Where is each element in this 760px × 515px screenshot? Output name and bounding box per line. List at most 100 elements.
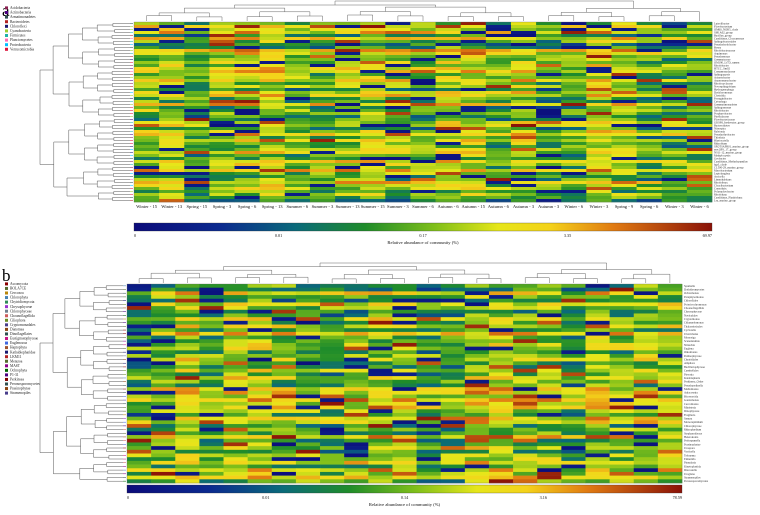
heatmap-cell — [309, 112, 336, 116]
heatmap-cell — [561, 148, 587, 152]
heatmap-cell — [199, 409, 224, 414]
heatmap-cell — [561, 133, 587, 137]
heatmap-cell — [284, 124, 311, 128]
heatmap-cell — [309, 151, 336, 155]
heatmap-cell — [636, 124, 663, 128]
heatmap-cell — [344, 438, 369, 443]
heatmap-cell — [271, 416, 297, 421]
heatmap-cell — [460, 145, 487, 149]
heatmap-cell — [611, 127, 637, 131]
heatmap-cell — [127, 431, 152, 436]
heatmap-cell — [536, 31, 562, 35]
heatmap-cell — [633, 339, 659, 344]
heatmap-cell — [151, 479, 176, 484]
heatmap-cell — [360, 94, 386, 98]
heatmap-cell — [633, 379, 659, 384]
heatmap-cell — [199, 449, 224, 454]
heatmap-cell — [209, 103, 235, 107]
heatmap-cell — [636, 91, 663, 95]
heatmap-cell — [175, 479, 200, 484]
heatmap-cell — [510, 199, 537, 203]
dendrogram-branch — [79, 468, 108, 480]
heatmap-cell — [159, 190, 185, 194]
heatmap-cell — [385, 100, 411, 104]
heatmap-cell — [661, 184, 688, 188]
heatmap-cell — [440, 317, 466, 322]
heatmap-cell — [247, 368, 273, 373]
heatmap-cell — [485, 112, 512, 116]
row-label: Comamonadaceae — [714, 70, 736, 74]
heatmap-cell — [435, 91, 461, 95]
heatmap-cell — [385, 79, 411, 83]
heatmap-cell — [344, 361, 369, 366]
heatmap-cell — [234, 193, 260, 197]
row-label: Bacillus_group — [714, 34, 732, 38]
heatmap-cell — [636, 175, 663, 179]
column-label: Summer - 15 — [361, 204, 386, 209]
heatmap-cell — [385, 34, 411, 38]
heatmap-cell — [536, 73, 562, 77]
heatmap-cell — [440, 306, 466, 311]
heatmap-cell — [344, 376, 369, 381]
dendrogram-branch — [108, 455, 123, 460]
heatmap-cell — [209, 124, 235, 128]
heatmap-cell — [561, 145, 587, 149]
heatmap-cell — [127, 420, 152, 425]
heatmap-cell — [561, 320, 586, 325]
heatmap-cell — [134, 97, 160, 101]
heatmap-cell — [609, 365, 635, 370]
heatmap-cell — [344, 320, 369, 325]
heatmap-cell — [320, 427, 345, 432]
heatmap-cell — [537, 416, 562, 421]
heatmap-cell — [410, 124, 436, 128]
dendrogram-branch — [113, 173, 130, 177]
heatmap-cell — [247, 302, 273, 307]
heatmap-cell — [561, 160, 587, 164]
heatmap-cell — [611, 106, 637, 110]
heatmap-cell — [360, 52, 386, 56]
heatmap-cell — [633, 405, 659, 410]
heatmap-cell — [392, 409, 417, 414]
heatmap-cell — [435, 193, 461, 197]
heatmap-cell — [392, 372, 417, 377]
heatmap-cell — [561, 31, 587, 35]
heatmap-cell — [410, 148, 436, 152]
heatmap-cell — [385, 166, 411, 170]
heatmap-cell — [175, 394, 200, 399]
heatmap-cell — [199, 442, 224, 447]
dendrogram-branch — [106, 425, 123, 430]
dendrogram-branch — [146, 15, 172, 21]
heatmap-cell — [611, 25, 637, 29]
heatmap-cell — [360, 166, 386, 170]
heatmap-cell — [586, 70, 612, 74]
heatmap-cell — [513, 453, 538, 458]
heatmap-cell — [633, 383, 659, 388]
heatmap-cell — [657, 287, 683, 292]
heatmap-cell — [320, 438, 345, 443]
row-label: Pirsonia — [684, 372, 694, 376]
row-label: Pedospumella — [684, 439, 701, 443]
heatmap-cell — [360, 46, 386, 50]
heatmap-cell — [657, 298, 683, 303]
heatmap-cell — [335, 97, 361, 101]
heatmap-cell — [435, 31, 461, 35]
heatmap-cell — [223, 291, 248, 296]
heatmap-cell — [360, 139, 386, 143]
legend-label: Bacteroidetes — [10, 20, 30, 24]
heatmap-cell — [410, 85, 436, 89]
heatmap-cell — [464, 350, 490, 355]
heatmap-cell — [416, 324, 441, 329]
heatmap-cell — [661, 58, 688, 62]
heatmap-cell — [184, 55, 210, 59]
heatmap-cell — [320, 383, 345, 388]
heatmap-cell — [259, 199, 286, 203]
heatmap-cell — [609, 387, 635, 392]
heatmap-cell — [320, 320, 345, 325]
heatmap-cell — [234, 61, 260, 65]
heatmap-cell — [561, 346, 586, 351]
heatmap-cell — [510, 61, 537, 65]
heatmap-cell — [435, 124, 461, 128]
legend-swatch — [5, 47, 8, 51]
heatmap-border — [133, 21, 713, 203]
heatmap-cell — [392, 379, 417, 384]
